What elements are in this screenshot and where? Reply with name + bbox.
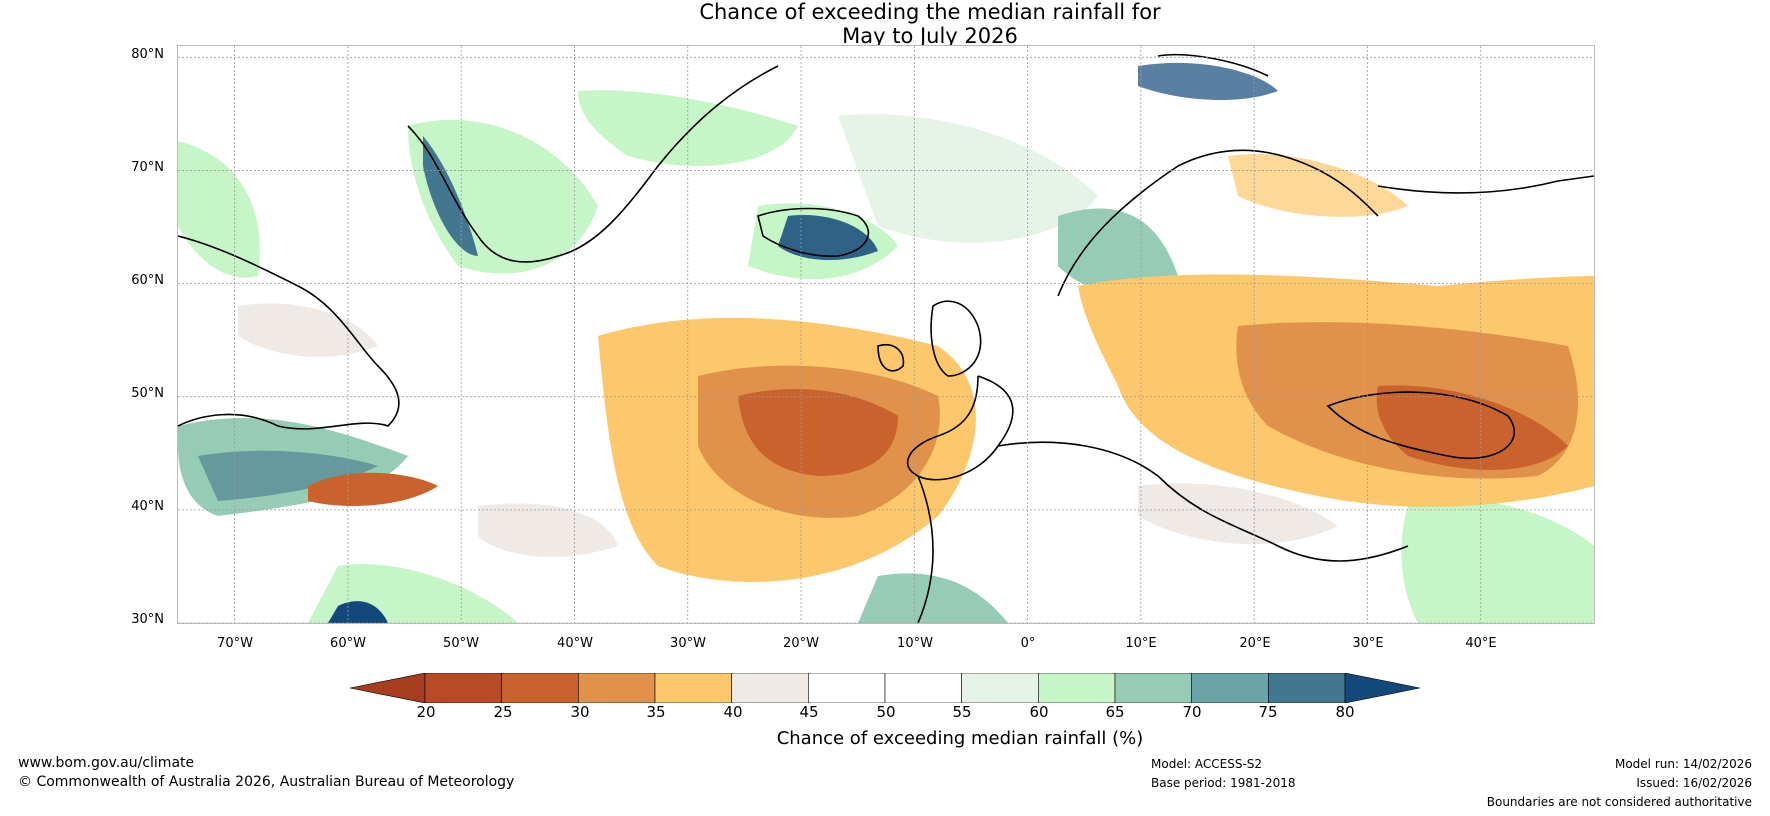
wet-region-sargasso-core (328, 601, 388, 623)
lat-label-70n: 70°N (131, 160, 164, 175)
map-panel (177, 45, 1595, 624)
coastline-britain (930, 300, 982, 377)
lon-label-20w: 20°W (783, 636, 819, 651)
wet-region-norwegian-sea (838, 114, 1098, 243)
map-title: Chance of exceeding the median rainfall … (0, 0, 1770, 48)
neutral-region-1 (238, 303, 378, 357)
wet-region-iceland-core (778, 215, 878, 261)
colorbar-tick: 75 (1258, 703, 1278, 721)
coastline-iceland (757, 207, 870, 257)
title-line-1: Chance of exceeding the median rainfall … (699, 0, 1161, 24)
coastline-ireland (877, 344, 905, 372)
colorbar-segment (654, 673, 732, 703)
colorbar-tick: 50 (876, 703, 896, 721)
coastline-africa-west (917, 475, 934, 623)
drier-regions (308, 154, 1594, 582)
wet-region-canada (178, 141, 260, 278)
colorbar-tick: 80 (1335, 703, 1355, 721)
colorbar-tick: 45 (799, 703, 819, 721)
lon-label-10e: 10°E (1125, 636, 1157, 651)
colorbar-segment (578, 673, 656, 703)
colorbar-segment (884, 673, 962, 703)
colorbar-tick: 60 (1029, 703, 1049, 721)
colorbar-tick: 30 (570, 703, 590, 721)
colorbar-segment (1268, 673, 1346, 703)
lon-label-50w: 50°W (443, 636, 479, 651)
colorbar-segment (808, 673, 886, 703)
colorbar-tick: 40 (723, 703, 743, 721)
lon-label-30w: 30°W (670, 636, 706, 651)
wet-region-svalbard (1138, 62, 1278, 101)
lon-label-0: 0° (1020, 636, 1036, 651)
colorbar-segment (1114, 673, 1192, 703)
coastline-black-sea (1326, 391, 1515, 460)
neutral-region-2 (478, 503, 618, 557)
colorbar-segment (1191, 673, 1269, 703)
gridlines (178, 46, 1594, 623)
wet-region-middle-east (1401, 499, 1594, 623)
colorbar-tick: 20 (416, 703, 436, 721)
lon-label-30e: 30°E (1352, 636, 1384, 651)
lat-label-80n: 80°N (131, 47, 164, 62)
footer-base-period: Base period: 1981-2018 (1151, 776, 1296, 790)
lon-label-70w: 70°W (217, 636, 253, 651)
colorbar-tick: 65 (1105, 703, 1125, 721)
wet-region-north-atlantic (578, 90, 798, 166)
wet-region-north-africa (858, 573, 1008, 623)
footer-issued: Issued: 16/02/2026 (1636, 776, 1752, 790)
neutral-region-3 (1138, 483, 1338, 545)
dry-region-gulf-stream (308, 472, 438, 506)
footer-model-run: Model run: 14/02/2026 (1614, 757, 1752, 771)
colorbar-segment (1038, 673, 1116, 703)
lon-label-20e: 20°E (1239, 636, 1271, 651)
lat-label-60n: 60°N (131, 273, 164, 288)
dry-region-black-sea (1376, 385, 1568, 470)
colorbar-tick: 35 (646, 703, 666, 721)
colorbar-segment (424, 673, 502, 703)
lon-label-10w: 10°W (897, 636, 933, 651)
colorbar-label: Chance of exceeding median rainfall (%) (776, 728, 1144, 749)
wet-region-norway (1058, 208, 1178, 295)
wet-region-newfoundland-core (198, 450, 378, 501)
lon-label-40e: 40°E (1465, 636, 1497, 651)
coastline-arctic-russia (1377, 175, 1594, 194)
lat-label-40n: 40°N (131, 499, 164, 514)
footer-model: Model: ACCESS-S2 (1151, 757, 1263, 771)
coastline-svalbard (1157, 53, 1269, 77)
coastlines (178, 53, 1594, 623)
lat-label-50n: 50°N (131, 386, 164, 401)
colorbar-tick: 55 (952, 703, 972, 721)
colorbar-segment (731, 673, 809, 703)
colorbar (350, 673, 1420, 703)
title-line-2: May to July 2026 (842, 24, 1018, 48)
colorbar-tick: 25 (493, 703, 513, 721)
lon-label-60w: 60°W (330, 636, 366, 651)
footer-copyright: © Commonwealth of Australia 2026, Austra… (18, 774, 515, 790)
lat-label-30n: 30°N (131, 612, 164, 627)
colorbar-tick: 70 (1182, 703, 1202, 721)
footer-disclaimer: Boundaries are not considered authoritat… (1486, 795, 1752, 809)
colorbar-segment (501, 673, 579, 703)
footer-website: www.bom.gov.au/climate (18, 755, 195, 771)
colorbar-extend-low (350, 673, 426, 703)
coastline-scandinavia (1057, 149, 1379, 297)
colorbar-extend-high (1344, 673, 1420, 703)
lon-label-40w: 40°W (557, 636, 593, 651)
coastline-mediterranean (997, 441, 1409, 562)
dry-region-atlantic-core (738, 388, 898, 476)
near-normal-regions (238, 303, 1338, 557)
coastline-north-america (178, 235, 400, 430)
coastline-greenland (407, 65, 779, 263)
colorbar-segment (961, 673, 1039, 703)
map-svg (178, 46, 1594, 623)
